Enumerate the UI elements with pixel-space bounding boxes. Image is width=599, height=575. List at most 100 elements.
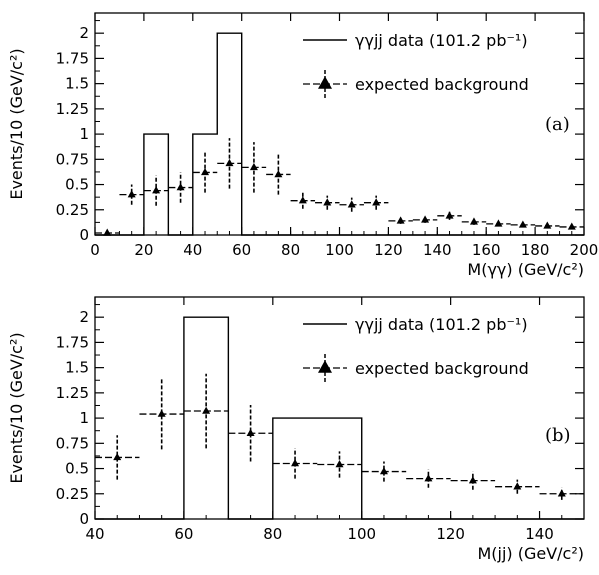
background-point bbox=[412, 215, 438, 223]
background-point bbox=[290, 192, 316, 209]
x-tick-label: 0 bbox=[90, 241, 100, 259]
background-marker bbox=[152, 186, 161, 194]
background-point bbox=[95, 435, 140, 480]
y-tick-label: 0 bbox=[79, 510, 89, 528]
x-tick-label: 20 bbox=[134, 241, 153, 259]
background-point bbox=[510, 220, 536, 228]
y-axis-label: Events/10 (GeV/c²) bbox=[7, 48, 26, 199]
background-point bbox=[450, 471, 496, 490]
y-tick-label: 2 bbox=[79, 308, 89, 326]
y-axis-label: Events/10 (GeV/c²) bbox=[7, 332, 26, 483]
x-tick-label: 40 bbox=[85, 525, 104, 543]
panel-tag: (b) bbox=[545, 425, 571, 446]
background-marker bbox=[567, 222, 576, 230]
legend-data-label: γγjj data (101.2 pb⁻¹) bbox=[355, 31, 528, 50]
background-point bbox=[535, 221, 560, 229]
background-point bbox=[339, 197, 364, 212]
background-marker bbox=[274, 169, 283, 178]
x-tick-label: 200 bbox=[570, 241, 599, 259]
legend-data-label: γγjj data (101.2 pb⁻¹) bbox=[355, 315, 528, 334]
background-marker bbox=[372, 198, 381, 206]
background-marker bbox=[494, 219, 503, 227]
background-point bbox=[266, 154, 291, 195]
background-marker bbox=[513, 482, 522, 490]
background-marker bbox=[335, 460, 344, 468]
y-tick-label: 0.5 bbox=[65, 460, 89, 478]
background-point bbox=[143, 175, 169, 206]
background-marker bbox=[379, 467, 388, 475]
x-axis-label: M(jj) (GeV/c²) bbox=[477, 544, 584, 563]
background-marker bbox=[347, 200, 356, 208]
background-point bbox=[495, 479, 540, 494]
y-tick-label: 1.25 bbox=[56, 384, 89, 402]
x-tick-label: 40 bbox=[183, 241, 202, 259]
background-marker bbox=[557, 489, 566, 497]
panel-tag: (a) bbox=[545, 114, 570, 135]
y-tick-label: 1.5 bbox=[65, 359, 89, 377]
background-marker bbox=[469, 217, 478, 225]
background-marker bbox=[543, 221, 552, 229]
background-point bbox=[119, 184, 144, 205]
x-tick-label: 80 bbox=[281, 241, 300, 259]
background-point bbox=[437, 211, 462, 220]
x-tick-label: 120 bbox=[374, 241, 403, 259]
background-marker bbox=[127, 190, 136, 198]
chart-panel-a: 0 20 40 60 80 100 120 140 160 180 200 0 0.25 0.5 0.75 1… bbox=[7, 12, 599, 279]
background-point bbox=[241, 142, 267, 193]
legend-bg-label: expected background bbox=[355, 75, 529, 94]
background-marker bbox=[421, 215, 430, 223]
y-tick-label: 0.75 bbox=[56, 434, 89, 452]
background-point bbox=[388, 216, 413, 224]
background-marker bbox=[396, 216, 405, 224]
background-marker bbox=[201, 167, 210, 176]
background-point bbox=[272, 448, 318, 479]
x-tick-label: 60 bbox=[174, 525, 193, 543]
data-histogram bbox=[95, 316, 584, 520]
x-tick-label: 120 bbox=[436, 525, 465, 543]
background-marker bbox=[225, 158, 234, 167]
x-tick-label: 160 bbox=[472, 241, 501, 259]
background-marker bbox=[424, 474, 433, 482]
background-point bbox=[168, 172, 193, 203]
background-point bbox=[486, 219, 511, 227]
x-tick-label: 180 bbox=[521, 241, 550, 259]
x-tick-label: 140 bbox=[423, 241, 452, 259]
y-tick-label: 1.75 bbox=[56, 333, 89, 351]
legend: γγjj data (101.2 pb⁻¹) expected backgroun… bbox=[303, 315, 529, 382]
background-point bbox=[192, 152, 218, 193]
background-point bbox=[461, 217, 487, 225]
x-tick-label: 140 bbox=[525, 525, 554, 543]
background-point bbox=[317, 451, 362, 478]
background-marker bbox=[157, 409, 166, 417]
background-point bbox=[363, 195, 389, 210]
background-marker bbox=[246, 428, 255, 436]
background-point bbox=[406, 469, 451, 488]
background-marker bbox=[113, 452, 122, 461]
background-point bbox=[139, 378, 184, 450]
legend-bg-marker bbox=[318, 76, 332, 89]
y-tick-label: 0.5 bbox=[65, 176, 89, 194]
x-axis-label: M(γγ) (GeV/c²) bbox=[467, 260, 584, 279]
x-tick-label: 100 bbox=[325, 241, 354, 259]
y-tick-label: 0.25 bbox=[56, 485, 89, 503]
y-tick-label: 1.25 bbox=[56, 100, 89, 118]
background-point bbox=[559, 222, 584, 230]
background-marker bbox=[323, 198, 332, 206]
legend: γγjj data (101.2 pb⁻¹) expected backgroun… bbox=[303, 31, 529, 98]
y-tick-label: 1.5 bbox=[65, 75, 89, 93]
x-tick-label: 100 bbox=[347, 525, 376, 543]
x-tick-label: 80 bbox=[263, 525, 282, 543]
background-point bbox=[361, 461, 407, 482]
data-histogram bbox=[95, 32, 584, 236]
background-marker bbox=[103, 228, 112, 236]
legend-bg-label: expected background bbox=[355, 359, 529, 378]
y-tick-label: 0 bbox=[79, 226, 89, 244]
background-point bbox=[315, 195, 340, 210]
y-tick-label: 1.75 bbox=[56, 49, 89, 67]
background-point bbox=[95, 228, 120, 236]
chart-panel-b: 40 60 80 100 120 140 0 0.25 0.5 0.75 1 1.25 1.5 1.75 2… bbox=[7, 296, 585, 563]
legend-bg-marker bbox=[318, 360, 332, 373]
y-tick-label: 0.75 bbox=[56, 150, 89, 168]
background-point bbox=[228, 404, 273, 462]
